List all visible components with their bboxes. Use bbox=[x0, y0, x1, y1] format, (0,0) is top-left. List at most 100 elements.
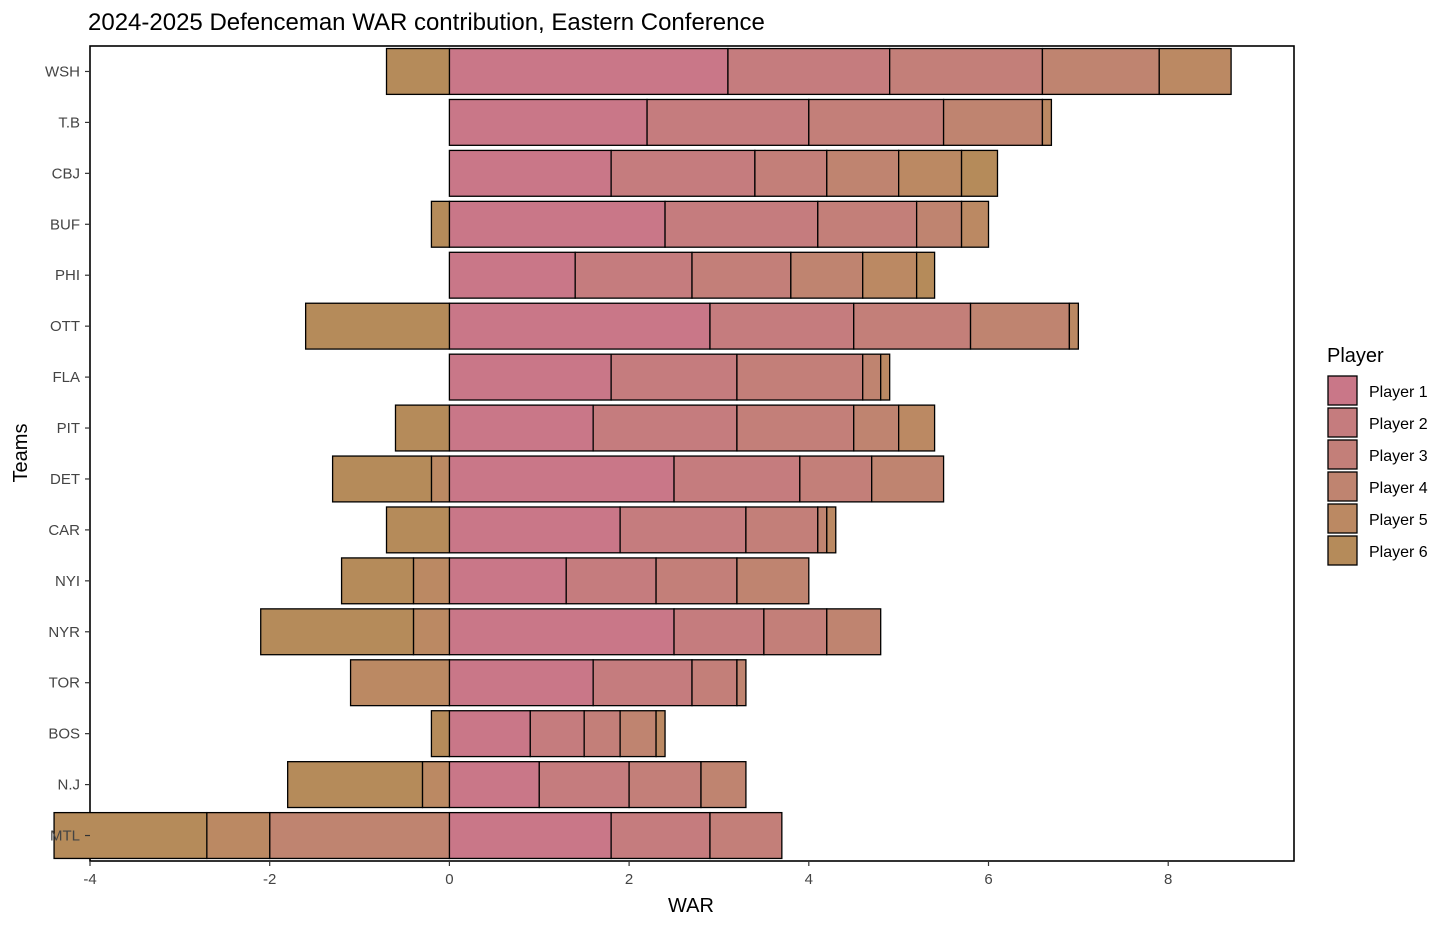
bar-segment-nyi-player-4 bbox=[736, 557, 810, 605]
bar-segment-cbj-player-3 bbox=[754, 149, 828, 197]
y-tick-label: MTL bbox=[50, 828, 80, 845]
bar-segment-pit-player-5 bbox=[898, 404, 936, 452]
legend-label: Player 3 bbox=[1369, 448, 1428, 465]
bar-segment-car-player-3 bbox=[745, 506, 819, 554]
x-tick-label: 0 bbox=[445, 871, 453, 888]
bar-segment-nj-player-5 bbox=[421, 761, 451, 809]
bar-segment-tb-player-2 bbox=[646, 98, 810, 146]
y-tick-label: N.J bbox=[58, 777, 81, 794]
y-tick-label: FLA bbox=[52, 369, 80, 386]
y-tick-label: BOS bbox=[48, 726, 80, 743]
x-tick-label: 2 bbox=[625, 871, 633, 888]
y-tick-label: CBJ bbox=[52, 165, 80, 182]
bar-segment-pit-player-6 bbox=[394, 404, 451, 452]
bar-segment-car-player-4 bbox=[817, 506, 828, 554]
bar-segment-car-player-5 bbox=[826, 506, 837, 554]
bar-segment-ott-player-1 bbox=[448, 302, 711, 350]
plot-panel bbox=[89, 45, 1295, 862]
bar-segment-nyi-player-1 bbox=[448, 557, 567, 605]
x-tick-label: 4 bbox=[805, 871, 813, 888]
y-tick-label: WSH bbox=[45, 63, 80, 80]
bar-segment-tor-player-3 bbox=[691, 659, 738, 707]
bar-segment-ott-player-2 bbox=[709, 302, 855, 350]
legend-swatch bbox=[1327, 503, 1358, 534]
bar-segment-phi-player-1 bbox=[448, 251, 576, 299]
bar-segment-mtl-player-4 bbox=[269, 811, 451, 860]
legend-swatch bbox=[1327, 407, 1358, 438]
bar-segment-ott-player-6 bbox=[304, 302, 451, 350]
legend-label: Player 4 bbox=[1369, 480, 1428, 497]
legend-swatch bbox=[1327, 535, 1358, 566]
y-tick-label: CAR bbox=[48, 522, 80, 539]
bar-segment-mtl-player-1 bbox=[448, 811, 612, 860]
legend-label: Player 1 bbox=[1369, 384, 1428, 401]
bar-segment-wsh-player-2 bbox=[727, 47, 891, 96]
y-tick-label: OTT bbox=[50, 318, 80, 335]
bar-segment-tb-player-3 bbox=[808, 98, 945, 146]
bar-segment-bos-player-5 bbox=[655, 710, 666, 758]
bar-segment-phi-player-2 bbox=[574, 251, 693, 299]
bar-segment-nj-player-2 bbox=[538, 761, 630, 809]
x-tick-label: 6 bbox=[984, 871, 992, 888]
bar-segment-ott-player-3 bbox=[853, 302, 972, 350]
bar-segment-det-player-5 bbox=[430, 455, 451, 503]
bar-segment-nyi-player-6 bbox=[340, 557, 415, 605]
bar-segment-cbj-player-5 bbox=[898, 149, 963, 197]
bar-segment-tor-player-5 bbox=[349, 659, 451, 707]
bar-segment-buf-player-1 bbox=[448, 200, 666, 248]
legend: Player Player 1 Player 2 Player 3 Player 4 P… bbox=[1327, 345, 1428, 566]
y-axis-title: Teams bbox=[10, 424, 32, 483]
bar-segment-fla-player-2 bbox=[610, 353, 738, 401]
bar-segment-nj-player-1 bbox=[448, 761, 540, 809]
bar-segment-tb-player-5 bbox=[1041, 98, 1053, 146]
y-tick-label: PIT bbox=[57, 420, 80, 437]
bar-segment-fla-player-5 bbox=[880, 353, 891, 401]
bar-segment-cbj-player-6 bbox=[960, 149, 999, 197]
x-tick-label: -2 bbox=[263, 871, 276, 888]
bar-segment-buf-player-6 bbox=[430, 200, 451, 248]
x-axis-title: WAR bbox=[668, 895, 714, 917]
bar-segment-bos-player-1 bbox=[448, 710, 531, 758]
legend-title: Player bbox=[1327, 345, 1384, 367]
bar-segment-tor-player-4 bbox=[736, 659, 747, 707]
bar-segment-pit-player-1 bbox=[448, 404, 594, 452]
y-tick-label: DET bbox=[50, 471, 80, 488]
x-tick-label: -4 bbox=[83, 871, 96, 888]
bar-segment-nj-player-4 bbox=[700, 761, 747, 809]
bar-segment-det-player-4 bbox=[871, 455, 945, 503]
bar-segment-det-player-2 bbox=[673, 455, 801, 503]
bar-segment-fla-player-3 bbox=[736, 353, 864, 401]
bar-segment-bos-player-2 bbox=[529, 710, 585, 758]
bar-segment-nyi-player-5 bbox=[412, 557, 451, 605]
legend-label: Player 5 bbox=[1369, 512, 1428, 529]
bar-segment-nj-player-3 bbox=[628, 761, 702, 809]
bar-segment-car-player-2 bbox=[619, 506, 747, 554]
bar-segment-wsh-player-4 bbox=[1041, 47, 1160, 96]
x-tick-label: 8 bbox=[1164, 871, 1172, 888]
bar-segment-nyr-player-5 bbox=[412, 608, 451, 656]
bar-segment-det-player-3 bbox=[799, 455, 873, 503]
y-tick-label: NYR bbox=[48, 624, 80, 641]
bar-segment-wsh-player-6 bbox=[385, 47, 451, 96]
legend-label: Player 2 bbox=[1369, 416, 1428, 433]
bar-segment-mtl-player-2 bbox=[610, 811, 711, 860]
y-tick-label: T.B bbox=[58, 114, 80, 131]
bar-segment-cbj-player-2 bbox=[610, 149, 756, 197]
bar-segment-car-player-6 bbox=[385, 506, 451, 554]
bar-segment-nyr-player-3 bbox=[763, 608, 828, 656]
bar-segment-nyi-player-2 bbox=[565, 557, 657, 605]
legend-swatch bbox=[1327, 375, 1358, 406]
bar-segment-nyr-player-2 bbox=[673, 608, 765, 656]
bar-segment-bos-player-6 bbox=[430, 710, 451, 758]
bar-segment-det-player-6 bbox=[331, 455, 433, 503]
bar-segment-phi-player-3 bbox=[691, 251, 792, 299]
bar-segment-wsh-player-5 bbox=[1158, 47, 1232, 96]
bar-segment-wsh-player-1 bbox=[448, 47, 729, 96]
bar-stacks bbox=[53, 47, 1232, 860]
bar-segment-ott-player-4 bbox=[969, 302, 1071, 350]
legend-label: Player 6 bbox=[1369, 544, 1428, 561]
bar-segment-bos-player-3 bbox=[583, 710, 621, 758]
bar-segment-bos-player-4 bbox=[619, 710, 657, 758]
bar-segment-mtl-player-6 bbox=[53, 811, 208, 860]
